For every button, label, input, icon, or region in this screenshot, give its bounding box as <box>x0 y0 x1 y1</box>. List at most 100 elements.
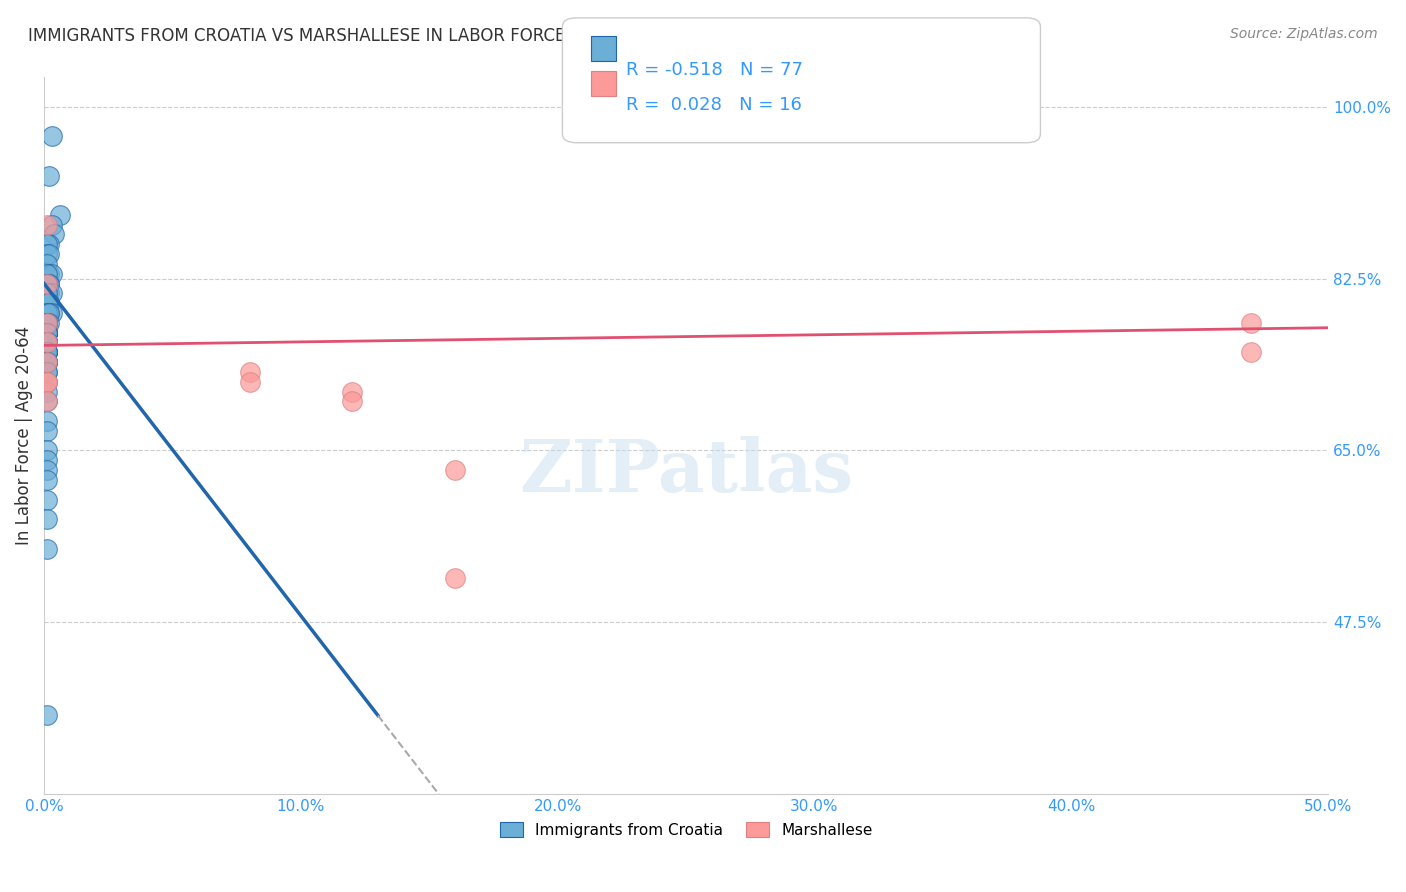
Point <box>35 335 58 350</box>
Point <box>35 424 58 438</box>
Point <box>38 306 60 320</box>
Point <box>38 296 60 310</box>
Point <box>35 345 58 359</box>
Point <box>44 227 66 242</box>
Point <box>35 463 58 477</box>
Point <box>35 218 58 232</box>
Point <box>35 345 58 359</box>
Point <box>35 335 58 350</box>
Point <box>38 316 60 330</box>
Point <box>38 306 60 320</box>
Point <box>35 414 58 428</box>
Point <box>238 365 260 379</box>
Point <box>35 247 58 261</box>
Point <box>35 326 58 340</box>
Point <box>38 277 60 291</box>
Point <box>342 384 364 399</box>
Legend: Immigrants from Croatia, Marshallese: Immigrants from Croatia, Marshallese <box>494 815 879 844</box>
Point <box>35 375 58 389</box>
Point <box>35 306 58 320</box>
Point <box>35 326 58 340</box>
Point <box>35 375 58 389</box>
Point <box>38 247 60 261</box>
Point <box>35 326 58 340</box>
Point <box>41 267 63 281</box>
Point <box>35 345 58 359</box>
Point <box>35 326 58 340</box>
Point <box>35 296 58 310</box>
Text: Source: ZipAtlas.com: Source: ZipAtlas.com <box>1230 27 1378 41</box>
Point <box>35 277 58 291</box>
Point <box>35 326 58 340</box>
Point <box>35 277 58 291</box>
Point <box>35 345 58 359</box>
Point <box>35 355 58 369</box>
Point <box>38 267 60 281</box>
Point <box>35 326 58 340</box>
Point <box>35 286 58 301</box>
Point <box>35 453 58 467</box>
Point <box>41 286 63 301</box>
Point <box>35 443 58 458</box>
Text: IMMIGRANTS FROM CROATIA VS MARSHALLESE IN LABOR FORCE | AGE 20-64 CORRELATION CH: IMMIGRANTS FROM CROATIA VS MARSHALLESE I… <box>28 27 855 45</box>
Point <box>38 296 60 310</box>
Point <box>38 237 60 252</box>
Point <box>35 237 58 252</box>
Y-axis label: In Labor Force | Age 20-64: In Labor Force | Age 20-64 <box>15 326 32 545</box>
Point <box>35 316 58 330</box>
Text: ZIPatlas: ZIPatlas <box>519 436 853 507</box>
Point <box>35 365 58 379</box>
Point <box>38 277 60 291</box>
Point <box>35 355 58 369</box>
Point <box>35 296 58 310</box>
Point <box>35 335 58 350</box>
Point <box>35 512 58 526</box>
Point <box>38 286 60 301</box>
Point <box>35 335 58 350</box>
Point <box>35 541 58 556</box>
Point <box>35 355 58 369</box>
Point <box>35 267 58 281</box>
Point <box>35 355 58 369</box>
Point <box>35 316 58 330</box>
Point <box>35 335 58 350</box>
Point <box>35 277 58 291</box>
Point <box>35 335 58 350</box>
Point <box>1240 345 1263 359</box>
Point <box>38 169 60 183</box>
Point <box>35 316 58 330</box>
Point <box>35 492 58 507</box>
Point <box>41 306 63 320</box>
Text: R =  0.028   N = 16: R = 0.028 N = 16 <box>626 96 801 114</box>
Point <box>35 394 58 409</box>
Point <box>35 335 58 350</box>
Point <box>444 463 467 477</box>
Point <box>35 365 58 379</box>
Point <box>35 257 58 271</box>
Point <box>35 326 58 340</box>
Point <box>35 394 58 409</box>
Point <box>35 708 58 723</box>
Point <box>35 316 58 330</box>
Point <box>35 306 58 320</box>
Point <box>35 286 58 301</box>
Point <box>41 129 63 144</box>
Point <box>41 218 63 232</box>
Point <box>35 335 58 350</box>
Point <box>35 355 58 369</box>
Point <box>35 375 58 389</box>
Point <box>35 345 58 359</box>
Point <box>238 375 260 389</box>
Point <box>35 384 58 399</box>
Point <box>35 296 58 310</box>
Point <box>342 394 364 409</box>
Point <box>35 316 58 330</box>
Point <box>35 296 58 310</box>
Text: R = -0.518   N = 77: R = -0.518 N = 77 <box>626 61 803 78</box>
Point <box>48 208 70 222</box>
Point <box>444 571 467 585</box>
Point <box>35 286 58 301</box>
Point <box>35 355 58 369</box>
Point <box>35 473 58 487</box>
Point <box>1240 316 1263 330</box>
